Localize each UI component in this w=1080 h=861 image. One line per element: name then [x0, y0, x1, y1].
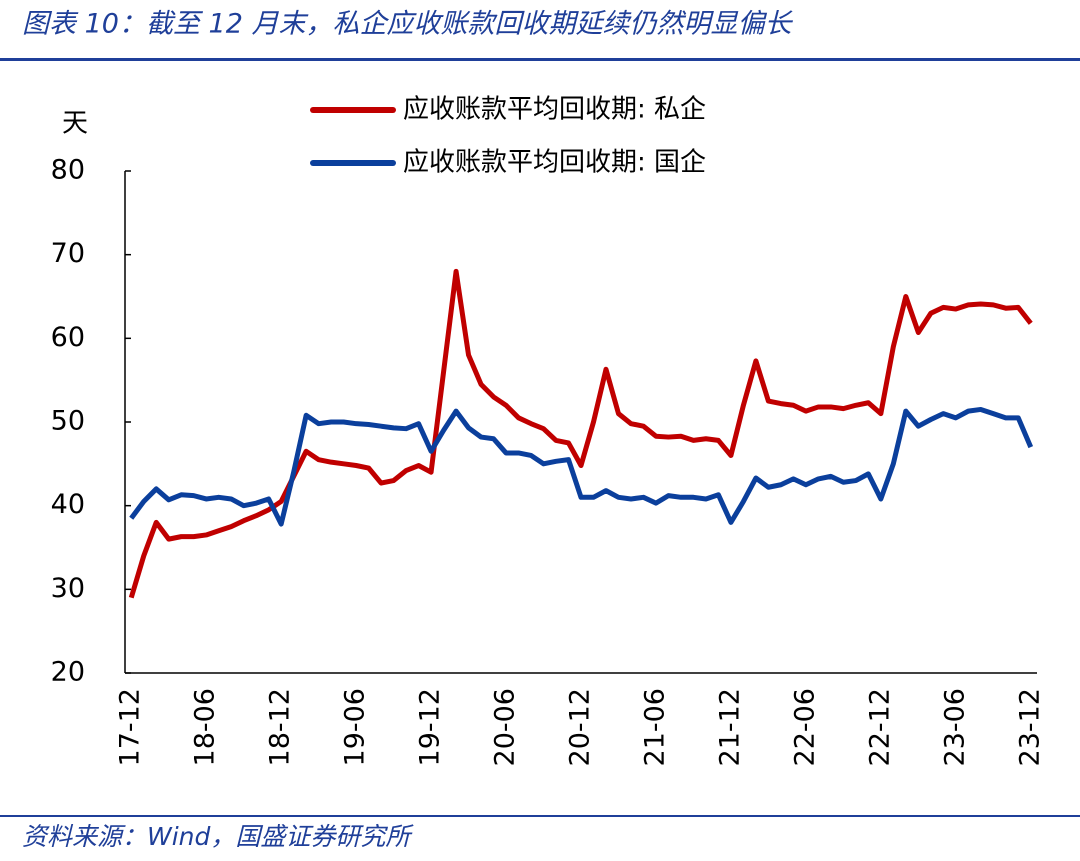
y-axis-label: 天 [62, 109, 88, 139]
x-tick-label: 21-06 [639, 688, 670, 766]
y-tick-label: 60 [51, 322, 85, 353]
header-rule [0, 58, 1080, 61]
x-tick-label: 20-12 [565, 688, 596, 766]
source: 资料来源：Wind，国盛证券研究所 [22, 822, 414, 851]
y-tick-label: 70 [51, 238, 85, 269]
line-series [128, 268, 1033, 599]
footer-rule [0, 815, 1080, 817]
legend-label: 应收账款平均回收期: 国企 [403, 148, 706, 178]
x-tick-label: 23-12 [1014, 688, 1045, 766]
x-tick-label: 21-12 [714, 688, 745, 766]
legend-label: 应收账款平均回收期: 私企 [403, 95, 706, 125]
y-tick-label: 40 [51, 489, 85, 520]
line-series [129, 406, 1034, 527]
y-tick-label: 20 [51, 657, 85, 688]
y-tick-label: 50 [51, 406, 85, 437]
chart-title: 图表 10：截至 12 月末，私企应收账款回收期延续仍然明显偏长 [22, 9, 793, 40]
x-tick-label: 17-12 [115, 688, 146, 766]
x-tick-label: 19-12 [415, 688, 446, 766]
x-tick-label: 22-06 [789, 688, 820, 766]
x-tick-label: 23-06 [939, 688, 970, 766]
x-tick-label: 22-12 [864, 688, 895, 766]
y-tick-label: 80 [51, 155, 85, 186]
y-tick-label: 30 [51, 573, 85, 604]
x-tick-label: 18-06 [190, 688, 221, 766]
x-tick-label: 18-12 [265, 688, 296, 766]
x-tick-label: 20-06 [490, 688, 521, 766]
x-tick-label: 19-06 [340, 688, 371, 766]
